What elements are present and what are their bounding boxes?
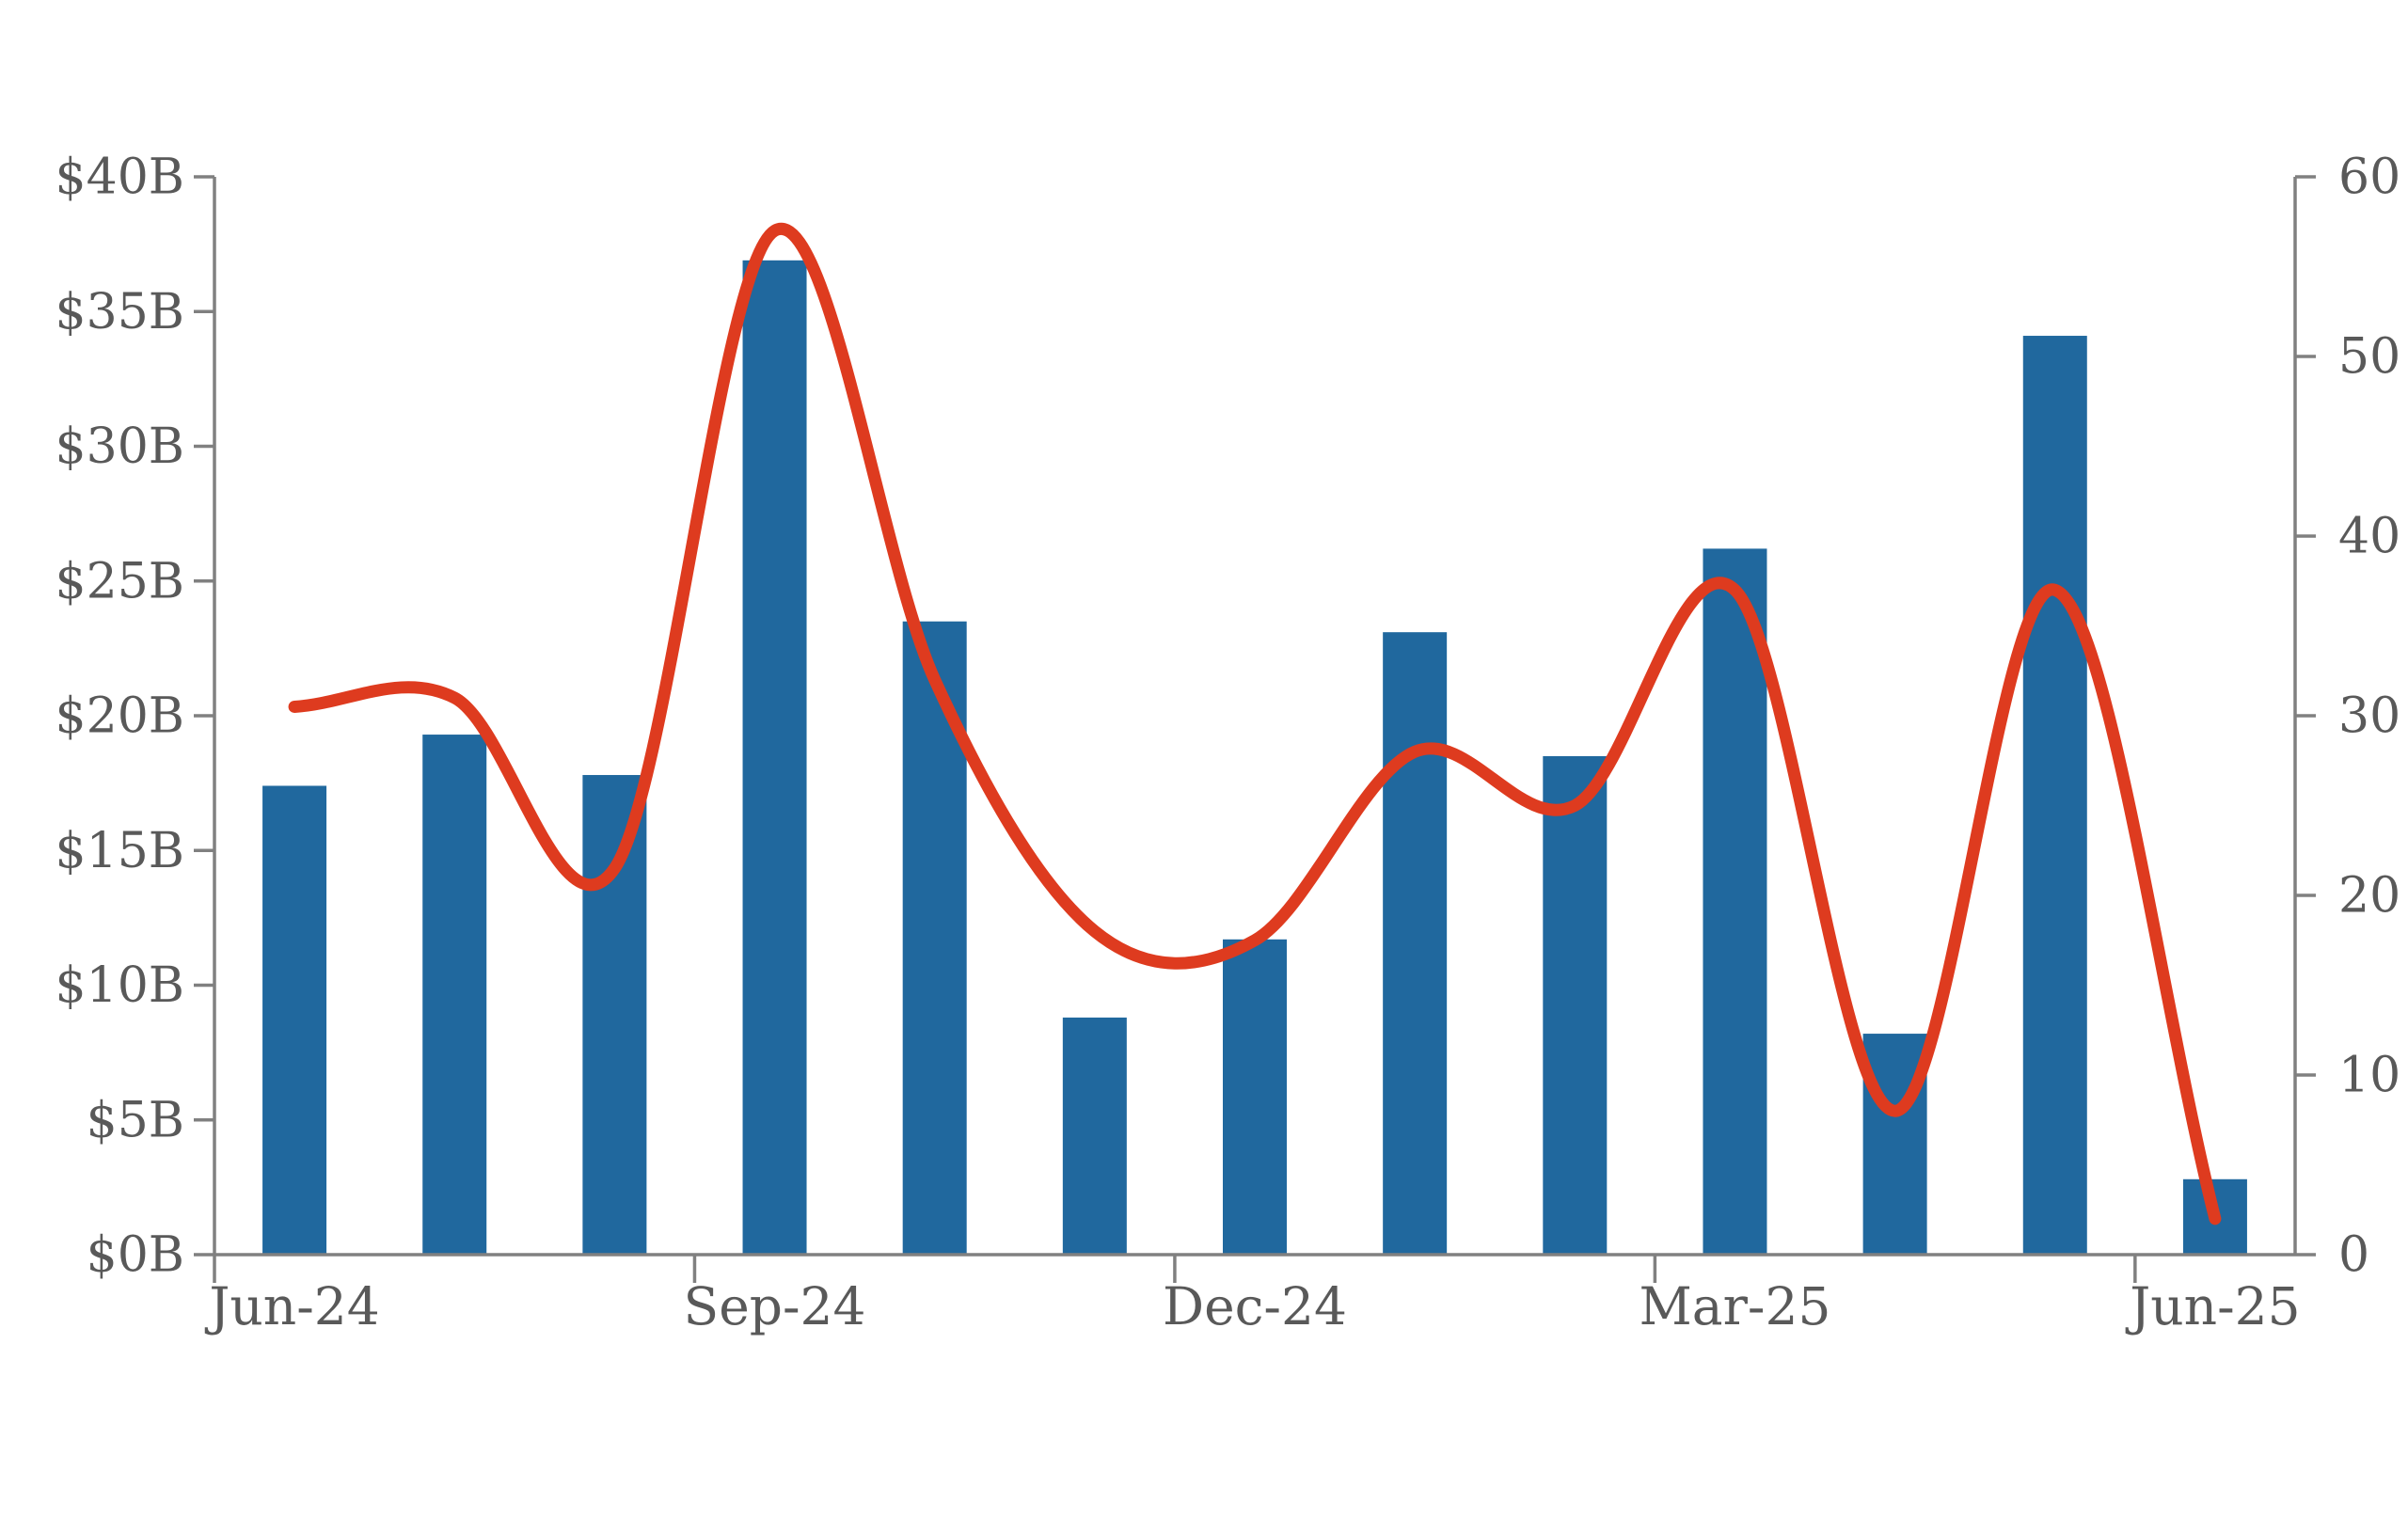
left-axis-label: $35B	[55, 284, 184, 340]
bar-Dec-24	[1223, 939, 1287, 1255]
left-axis-label: $20B	[55, 688, 184, 745]
left-axis-label: $5B	[87, 1092, 184, 1148]
right-axis-label: 50	[2338, 329, 2400, 386]
x-axis-label: Jun-25	[2125, 1276, 2300, 1336]
x-axis-label: Jun-24	[204, 1276, 379, 1336]
bar-Nov-24	[1062, 1017, 1127, 1255]
left-axis-label: $15B	[55, 823, 184, 879]
left-axis-label: $0B	[87, 1227, 184, 1284]
bar-Sep-24	[742, 260, 807, 1256]
right-axis-label: 10	[2338, 1048, 2400, 1104]
left-axis-label: $10B	[55, 957, 184, 1014]
bar-Jun-24	[262, 785, 327, 1255]
right-axis-label: 0	[2338, 1227, 2369, 1284]
left-axis-label: $30B	[55, 419, 184, 475]
right-axis-label: 20	[2338, 868, 2400, 925]
smooth-trend-line	[288, 222, 2222, 1225]
bar-Jul-24	[422, 735, 487, 1255]
bar-Jan-25	[1383, 632, 1448, 1255]
right-axis-label: 60	[2338, 150, 2400, 206]
bar-Aug-24	[582, 775, 647, 1255]
x-axis-label: Sep-24	[684, 1276, 866, 1336]
bar-May-25	[2022, 336, 2087, 1255]
right-axis-label: 30	[2338, 688, 2400, 745]
left-axis-label: $40B	[55, 150, 184, 206]
x-axis-label: Mar-25	[1639, 1276, 1830, 1336]
x-axis-label: Dec-24	[1163, 1276, 1347, 1336]
right-axis-label: 40	[2338, 509, 2400, 565]
left-axis-label: $25B	[55, 553, 184, 609]
bar-Mar-25	[1703, 548, 1767, 1255]
bar-Feb-25	[1543, 755, 1608, 1255]
